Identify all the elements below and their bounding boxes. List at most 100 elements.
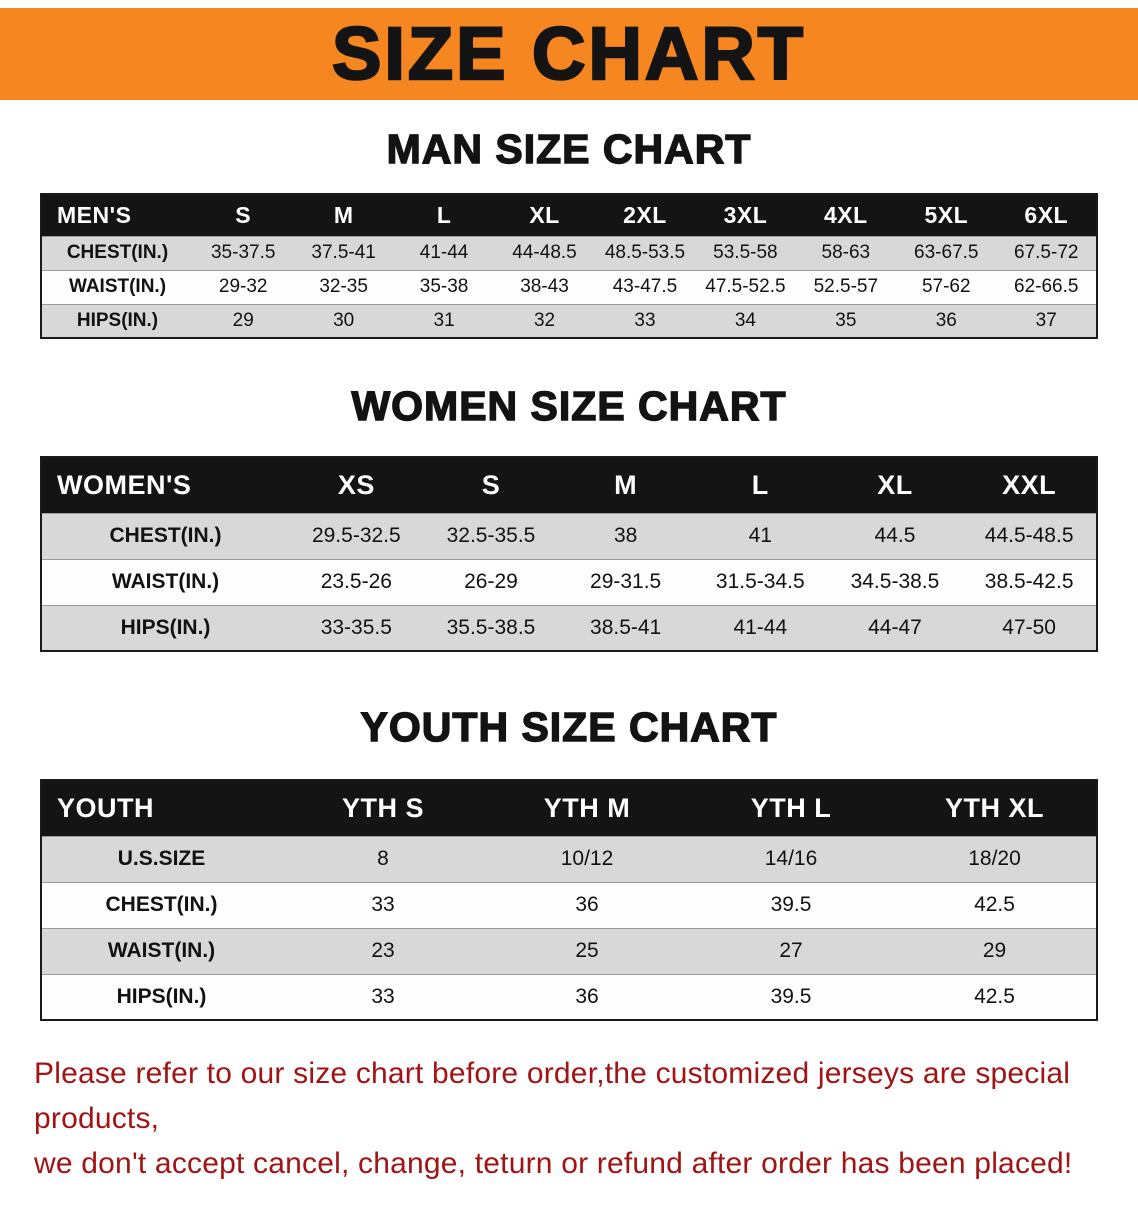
women-size-chart-heading: WOMEN SIZE CHART <box>351 382 787 429</box>
size-value: 44-48.5 <box>494 235 595 270</box>
size-value: 35-37.5 <box>193 235 294 270</box>
table-header-row: YOUTH YTH S YTH M YTH L YTH XL <box>41 780 1097 836</box>
size-value: 39.5 <box>689 973 893 1020</box>
size-value: 23.5-26 <box>289 558 424 605</box>
size-value: 31.5-34.5 <box>692 558 828 605</box>
youth-size-table: YOUTH YTH S YTH M YTH L YTH XL U.S.SIZE 8 10/12… <box>40 779 1098 1021</box>
size-value: 36 <box>485 881 689 928</box>
size-value: 37 <box>996 303 1097 338</box>
size-column-header: M <box>293 194 394 236</box>
size-column-header: L <box>692 457 828 513</box>
size-column-header: XL <box>494 194 595 236</box>
size-column-header: YTH M <box>485 780 689 836</box>
size-value: 57-62 <box>896 269 997 304</box>
row-label: CHEST(IN.) <box>41 512 289 559</box>
size-value: 25 <box>485 927 689 974</box>
size-column-header: L <box>393 194 495 236</box>
size-value: 44.5-48.5 <box>962 512 1097 559</box>
size-value: 29 <box>893 927 1097 974</box>
size-value: 63-67.5 <box>896 235 997 270</box>
women-size-table-container: WOMEN'S XS S M L XL XXL CHEST(IN.) 29.5-32.5 32.5… <box>0 456 1138 652</box>
size-value: 39.5 <box>689 881 893 928</box>
row-label: WAIST(IN.) <box>41 269 193 304</box>
row-label: HIPS(IN.) <box>41 303 193 338</box>
size-value: 38 <box>558 512 693 559</box>
size-value: 33-35.5 <box>289 604 424 651</box>
row-label: U.S.SIZE <box>41 835 281 882</box>
size-value: 29-31.5 <box>558 558 693 605</box>
table-row: WAIST(IN.) 23.5-26 26-29 29-31.5 31.5-34.5 34… <box>41 558 1097 605</box>
size-value: 67.5-72 <box>996 235 1097 270</box>
row-label: WAIST(IN.) <box>41 558 289 605</box>
table-row: CHEST(IN.) 35-37.5 37.5-41 41-44 44-48.5 48.5… <box>41 235 1097 270</box>
size-value: 53.5-58 <box>695 235 796 270</box>
table-row: HIPS(IN.) 33-35.5 35.5-38.5 38.5-41 41-44 44-… <box>41 604 1097 651</box>
row-label: HIPS(IN.) <box>41 604 289 651</box>
size-value: 27 <box>689 927 893 974</box>
size-value: 10/12 <box>485 835 689 882</box>
table-row: WAIST(IN.) 23 25 27 29 <box>41 927 1097 974</box>
table-row: HIPS(IN.) 29 30 31 32 33 34 35 36 37 <box>41 303 1097 338</box>
size-value: 34.5-38.5 <box>827 558 963 605</box>
size-value: 62-66.5 <box>996 269 1097 304</box>
size-value: 47.5-52.5 <box>695 269 796 304</box>
size-value: 32.5-35.5 <box>423 512 559 559</box>
size-value: 38-43 <box>494 269 595 304</box>
size-column-header: 4XL <box>795 194 897 236</box>
table-header-row: WOMEN'S XS S M L XL XXL <box>41 457 1097 513</box>
size-chart-title: SIZE CHART <box>331 12 806 95</box>
size-value: 47-50 <box>962 604 1097 651</box>
size-value: 29 <box>193 303 294 338</box>
size-value: 34 <box>695 303 796 338</box>
size-value: 29.5-32.5 <box>289 512 424 559</box>
size-value: 38.5-41 <box>558 604 693 651</box>
size-value: 41-44 <box>692 604 828 651</box>
man-size-chart-section: MAN SIZE CHART MEN'S S M L XL 2XL 3XL 4XL 5XL 6XL… <box>0 125 1138 339</box>
row-label: WAIST(IN.) <box>41 927 281 974</box>
size-value: 26-29 <box>423 558 559 605</box>
table-row: HIPS(IN.) 33 36 39.5 42.5 <box>41 973 1097 1020</box>
size-value: 48.5-53.5 <box>594 235 696 270</box>
size-value: 8 <box>281 835 485 882</box>
size-column-header: XL <box>827 457 963 513</box>
footer-note-line-1: Please refer to our size chart before or… <box>34 1057 1071 1135</box>
table-row: CHEST(IN.) 29.5-32.5 32.5-35.5 38 41 44.5 44.5… <box>41 512 1097 559</box>
size-column-header: YTH L <box>689 780 893 836</box>
table-row: WAIST(IN.) 29-32 32-35 35-38 38-43 43-47.5 47.… <box>41 269 1097 304</box>
size-value: 36 <box>485 973 689 1020</box>
size-column-header: XS <box>289 457 424 513</box>
row-label: HIPS(IN.) <box>41 973 281 1020</box>
size-column-header: YTH S <box>281 780 485 836</box>
size-column-header: 2XL <box>594 194 696 236</box>
table-row: CHEST(IN.) 33 36 39.5 42.5 <box>41 881 1097 928</box>
men-size-table: MEN'S S M L XL 2XL 3XL 4XL 5XL 6XL CHEST(IN.) 35-37… <box>40 193 1098 339</box>
size-column-header: 3XL <box>695 194 796 236</box>
size-value: 35.5-38.5 <box>423 604 559 651</box>
youth-size-chart-heading: YOUTH SIZE CHART <box>360 703 778 750</box>
row-label: CHEST(IN.) <box>41 235 193 270</box>
footer-note-line-2: we don't accept cancel, change, teturn o… <box>34 1147 1073 1180</box>
size-value: 33 <box>281 881 485 928</box>
size-value: 18/20 <box>893 835 1097 882</box>
footer-note: Please refer to our size chart before or… <box>34 1051 1104 1186</box>
size-value: 31 <box>393 303 495 338</box>
size-value: 42.5 <box>893 881 1097 928</box>
size-value: 52.5-57 <box>795 269 897 304</box>
size-value: 38.5-42.5 <box>962 558 1097 605</box>
size-value: 35-38 <box>393 269 495 304</box>
size-value: 23 <box>281 927 485 974</box>
table-title-cell: MEN'S <box>41 194 193 236</box>
size-column-header: 6XL <box>996 194 1097 236</box>
size-value: 32-35 <box>293 269 394 304</box>
size-value: 44.5 <box>827 512 963 559</box>
size-value: 58-63 <box>795 235 897 270</box>
size-chart-banner: SIZE CHART <box>0 8 1138 100</box>
size-column-header: XXL <box>962 457 1097 513</box>
table-header-row: MEN'S S M L XL 2XL 3XL 4XL 5XL 6XL <box>41 194 1097 236</box>
size-value: 44-47 <box>827 604 963 651</box>
women-size-table: WOMEN'S XS S M L XL XXL CHEST(IN.) 29.5-32.5 32.5… <box>40 456 1098 652</box>
size-value: 42.5 <box>893 973 1097 1020</box>
size-value: 41 <box>692 512 828 559</box>
youth-size-chart-section: YOUTH SIZE CHART YOUTH YTH S YTH M YTH L YTH… <box>0 703 1138 1021</box>
table-title-cell: YOUTH <box>41 780 281 836</box>
